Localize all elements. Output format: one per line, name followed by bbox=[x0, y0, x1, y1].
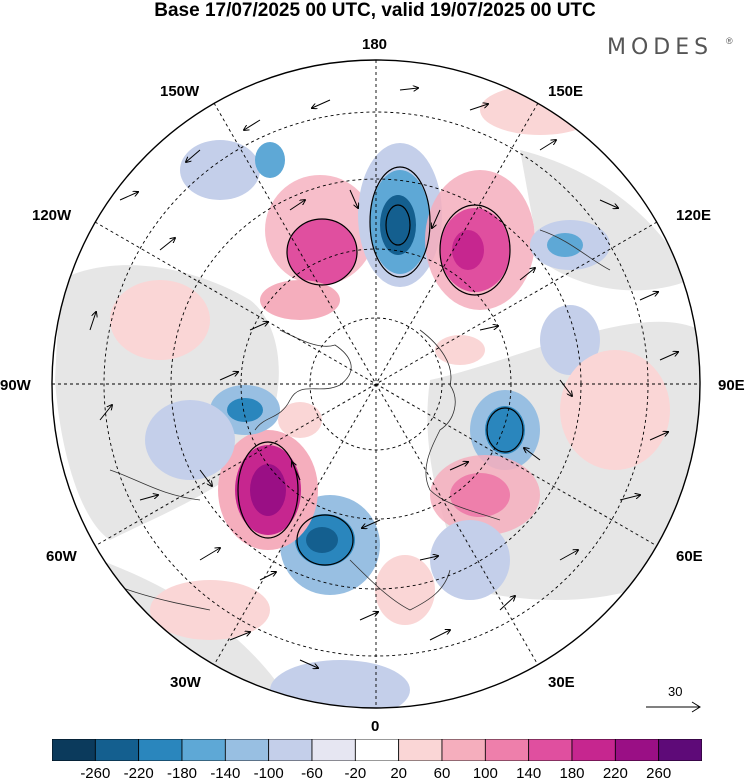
colorbar-swatch bbox=[571, 739, 616, 761]
map-title: Base 17/07/2025 00 UTC, valid 19/07/2025… bbox=[154, 0, 596, 21]
colorbar-swatch bbox=[138, 739, 183, 761]
colorbar-swatch bbox=[484, 739, 530, 761]
colorbar-tick-label: 20 bbox=[390, 765, 407, 782]
colorbar-tick-label: 220 bbox=[602, 765, 628, 782]
lon-label-60w: 60W bbox=[46, 548, 77, 565]
colorbar-tick-label: -100 bbox=[253, 765, 284, 782]
colorbar-swatch bbox=[398, 739, 443, 761]
colorbar-tick-label: 260 bbox=[646, 765, 672, 782]
lon-label-120e: 120E bbox=[676, 207, 712, 224]
colorbar-tick-label: -140 bbox=[210, 765, 241, 782]
colorbar-tick-label: -60 bbox=[301, 765, 323, 782]
graticule bbox=[52, 60, 700, 708]
wind-vectors bbox=[89, 88, 678, 668]
lon-label-150w: 150W bbox=[160, 83, 200, 100]
colorbar-tick-label: -220 bbox=[123, 765, 154, 782]
brand-logo: MODES bbox=[607, 35, 714, 60]
colorbar-swatch bbox=[528, 739, 573, 761]
lon-label-90w: 90W bbox=[0, 377, 31, 394]
colorbar-swatch bbox=[268, 739, 313, 761]
colorbar-swatch bbox=[354, 739, 400, 761]
colorbar-tick-label: -260 bbox=[80, 765, 111, 782]
lon-label-60e: 60E bbox=[676, 548, 703, 565]
colorbar-tick-label: -180 bbox=[166, 765, 198, 782]
map-boundary bbox=[51, 59, 701, 709]
reference-vector: 30 bbox=[640, 680, 710, 720]
colorbar-swatch bbox=[181, 739, 226, 761]
lon-label-180: 180 bbox=[362, 36, 388, 53]
colorbar-tick-label: -20 bbox=[344, 765, 367, 782]
colorbar-swatch bbox=[441, 739, 486, 761]
anomaly-field bbox=[110, 85, 670, 708]
lon-label-150e: 150E bbox=[548, 83, 584, 100]
colorbar-swatch bbox=[311, 739, 356, 761]
colorbar-tick-label: 100 bbox=[472, 765, 498, 782]
registered-mark: ® bbox=[726, 36, 733, 46]
colorbar-swatch bbox=[658, 739, 702, 761]
lon-label-120w: 120W bbox=[32, 207, 72, 224]
lon-label-0: 0 bbox=[371, 718, 380, 735]
colorbar-swatch bbox=[94, 739, 140, 761]
lon-label-30e: 30E bbox=[548, 674, 575, 691]
reference-arrow-icon bbox=[646, 701, 701, 713]
colorbar bbox=[52, 739, 702, 761]
colorbar-tick-label: 140 bbox=[516, 765, 542, 782]
reference-vector-label: 30 bbox=[668, 684, 683, 699]
lon-label-30w: 30W bbox=[170, 674, 201, 691]
colorbar-swatch bbox=[52, 739, 96, 761]
colorbar-tick-label: 180 bbox=[559, 765, 585, 782]
lon-label-90e: 90E bbox=[718, 377, 745, 394]
colorbar-swatch bbox=[224, 739, 270, 761]
colorbar-tick-label: 60 bbox=[433, 765, 451, 782]
colorbar-swatch bbox=[614, 739, 660, 761]
